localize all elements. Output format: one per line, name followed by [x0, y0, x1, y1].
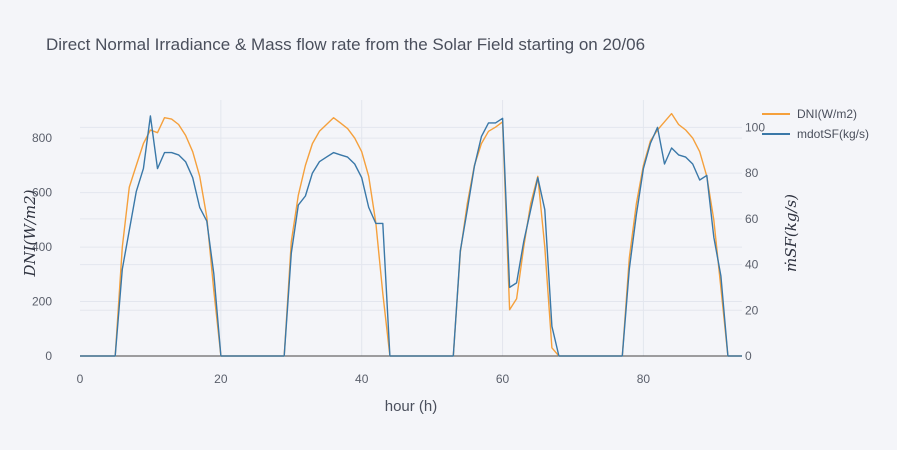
- legend-label: DNI(W/m2): [797, 107, 857, 121]
- y-left-axis-title: DNI(W/m2): [21, 189, 39, 277]
- y-left-tick-label: 200: [32, 295, 52, 309]
- y-right-tick-label: 0: [745, 349, 752, 363]
- y-right-tick-label: 40: [745, 258, 759, 272]
- x-tick-label: 0: [77, 372, 84, 386]
- legend[interactable]: DNI(W/m2) mdotSF(kg/s): [762, 107, 869, 141]
- y-right-tick-label: 20: [745, 303, 759, 317]
- y-left-tick-label: 0: [45, 349, 52, 363]
- y-left-tick-label: 400: [32, 240, 52, 254]
- mdot-series-line: [80, 115, 742, 357]
- legend-item-dni[interactable]: DNI(W/m2): [762, 107, 857, 121]
- chart-title: Direct Normal Irradiance & Mass flow rat…: [46, 35, 645, 54]
- grid: [80, 100, 742, 357]
- x-tick-label: 40: [355, 372, 369, 386]
- x-axis-title: hour (h): [385, 398, 438, 415]
- dni-series-line: [80, 112, 742, 357]
- y-left-tick-label: 600: [32, 186, 52, 200]
- y-left-tick-label: 800: [32, 131, 52, 145]
- x-tick-label: 60: [496, 372, 510, 386]
- y-right-axis-title: ṁSF(kg/s): [782, 194, 800, 272]
- x-tick-label: 80: [637, 372, 651, 386]
- legend-label: mdotSF(kg/s): [797, 127, 869, 141]
- x-tick-label: 20: [214, 372, 228, 386]
- series-lines: [80, 112, 742, 357]
- y-right-tick-label: 60: [745, 212, 759, 226]
- legend-item-mdot[interactable]: mdotSF(kg/s): [762, 127, 869, 141]
- y-right-tick-label: 100: [745, 120, 765, 134]
- y-right-tick-label: 80: [745, 166, 759, 180]
